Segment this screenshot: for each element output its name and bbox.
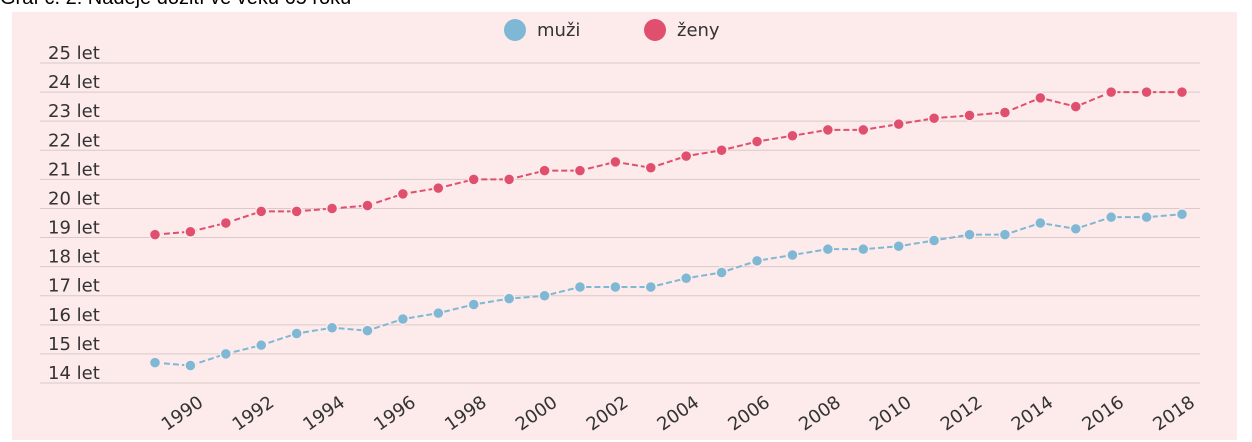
y-tick-label: 20 let <box>48 188 100 209</box>
data-point <box>361 199 374 212</box>
data-point <box>396 187 410 201</box>
data-point <box>1104 85 1118 99</box>
data-point <box>432 306 445 320</box>
data-point <box>1140 85 1153 99</box>
data-point <box>432 181 445 195</box>
data-point <box>892 240 905 253</box>
data-point <box>467 298 480 311</box>
data-point <box>821 242 835 256</box>
y-tick-label: 25 let <box>48 43 100 64</box>
legend-swatch <box>504 19 526 41</box>
data-point <box>715 266 728 279</box>
y-tick-label: 22 let <box>48 130 100 151</box>
data-point <box>1069 222 1083 236</box>
data-point <box>502 292 516 305</box>
legend-label: muži <box>537 20 580 41</box>
data-point <box>538 289 551 302</box>
data-point <box>361 324 374 337</box>
data-point <box>219 216 233 230</box>
y-tick-label: 19 let <box>48 218 100 239</box>
data-point <box>892 117 905 131</box>
data-point <box>148 356 162 369</box>
data-point <box>1034 91 1047 105</box>
legend-swatch <box>644 19 666 41</box>
data-point <box>325 321 339 334</box>
data-point <box>609 155 622 169</box>
data-point <box>467 173 480 186</box>
data-point <box>184 225 197 238</box>
data-point <box>538 164 551 177</box>
y-tick-label: 23 let <box>48 101 100 122</box>
data-point <box>927 234 941 247</box>
chart-title: Graf č. 2: Naděje dožití ve věku 65 roku <box>0 0 351 9</box>
data-point <box>1175 208 1189 221</box>
data-point <box>644 161 658 174</box>
data-point <box>786 248 799 262</box>
y-tick-label: 14 let <box>48 363 100 384</box>
data-point <box>963 109 976 122</box>
data-point <box>857 123 870 137</box>
y-tick-label: 17 let <box>48 276 100 297</box>
plot-background <box>12 12 1237 440</box>
data-point <box>998 228 1012 241</box>
data-point <box>1175 85 1189 99</box>
data-point <box>573 280 587 294</box>
data-point <box>290 327 303 340</box>
data-point <box>1069 100 1083 113</box>
y-tick-label: 24 let <box>48 72 100 93</box>
data-point <box>609 280 622 294</box>
data-point <box>679 149 693 163</box>
data-point <box>290 205 303 218</box>
data-point <box>750 135 764 148</box>
legend-label: ženy <box>677 20 720 41</box>
data-point <box>254 338 268 352</box>
data-point <box>786 129 799 142</box>
data-point <box>148 228 162 241</box>
data-point <box>644 280 658 294</box>
data-point <box>750 254 764 268</box>
data-point <box>857 242 870 256</box>
y-tick-label: 18 let <box>48 247 100 268</box>
data-point <box>219 347 233 361</box>
data-point <box>184 359 197 372</box>
data-point <box>679 272 693 285</box>
data-point <box>998 106 1012 119</box>
data-point <box>254 205 268 218</box>
data-point <box>396 312 410 326</box>
data-point <box>1104 210 1118 224</box>
data-point <box>1140 210 1153 224</box>
y-tick-label: 16 let <box>48 305 100 326</box>
data-point <box>1034 216 1047 230</box>
data-point <box>715 144 728 157</box>
data-point <box>821 123 835 137</box>
data-point <box>325 202 339 215</box>
y-tick-label: 15 let <box>48 334 100 355</box>
data-point <box>963 228 976 241</box>
y-tick-label: 21 let <box>48 159 100 180</box>
data-point <box>573 164 587 177</box>
data-point <box>502 173 516 186</box>
data-point <box>927 112 941 125</box>
